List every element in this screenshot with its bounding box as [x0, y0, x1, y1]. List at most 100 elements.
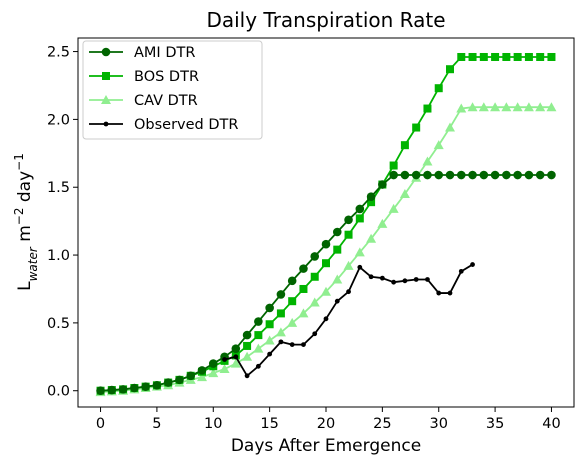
data-point-observed-dtr — [324, 316, 329, 321]
data-point-bos-dtr — [469, 53, 477, 61]
data-point-observed-dtr — [279, 339, 284, 344]
data-point-bos-dtr — [480, 53, 488, 61]
data-point-ami-dtr — [457, 171, 466, 180]
data-point-ami-dtr — [434, 171, 443, 180]
data-point-ami-dtr — [367, 192, 376, 201]
data-point-bos-dtr — [446, 65, 454, 73]
series-ami-dtr — [96, 171, 556, 395]
data-point-ami-dtr — [164, 378, 173, 387]
data-point-ami-dtr — [141, 382, 150, 391]
data-point-bos-dtr — [299, 285, 307, 293]
data-point-bos-dtr — [333, 246, 341, 254]
data-point-bos-dtr — [266, 320, 274, 328]
x-axis: 0 5 10 15 20 25 30 35 40 — [96, 407, 561, 432]
data-point-ami-dtr — [446, 171, 455, 180]
data-point-bos-dtr — [356, 214, 364, 222]
data-point-ami-dtr — [232, 344, 241, 353]
data-point-ami-dtr — [525, 171, 534, 180]
x-tick-label: 10 — [204, 416, 222, 432]
data-point-observed-dtr — [403, 278, 408, 283]
data-point-ami-dtr — [153, 381, 162, 390]
y-label-unit2: day — [15, 171, 35, 208]
data-point-ami-dtr — [356, 205, 365, 214]
data-point-observed-dtr — [267, 352, 272, 357]
data-point-ami-dtr — [186, 371, 195, 380]
data-point-observed-dtr — [335, 299, 340, 304]
data-point-cav-dtr — [220, 364, 230, 373]
data-point-cav-dtr — [253, 344, 263, 353]
data-point-cav-dtr — [242, 352, 252, 361]
data-point-bos-dtr — [311, 273, 319, 281]
data-point-ami-dtr — [322, 240, 331, 249]
data-point-ami-dtr — [412, 171, 421, 180]
y-tick-label: 0.0 — [47, 384, 70, 400]
data-point-ami-dtr — [299, 264, 308, 273]
data-point-bos-dtr — [525, 53, 533, 61]
x-tick-label: 5 — [152, 416, 161, 432]
data-point-observed-dtr — [256, 364, 261, 369]
legend-label: Observed DTR — [134, 117, 238, 133]
y-tick-label: 2.5 — [47, 45, 70, 61]
legend-marker — [104, 122, 109, 127]
y-label-unit1: m — [15, 225, 35, 247]
x-tick-label: 40 — [542, 416, 560, 432]
x-tick-label: 20 — [317, 416, 335, 432]
series-line-ami-dtr — [101, 175, 552, 391]
data-point-observed-dtr — [436, 291, 441, 296]
data-point-ami-dtr — [277, 290, 286, 299]
data-point-bos-dtr — [243, 342, 251, 350]
legend-marker — [102, 72, 110, 80]
legend-label: CAV DTR — [134, 93, 198, 109]
data-point-bos-dtr — [345, 231, 353, 239]
data-point-bos-dtr — [401, 141, 409, 149]
data-point-bos-dtr — [457, 53, 465, 61]
data-point-cav-dtr — [445, 123, 455, 132]
data-point-bos-dtr — [491, 53, 499, 61]
data-point-observed-dtr — [346, 289, 351, 294]
y-tick-label: 2.0 — [47, 112, 70, 128]
y-tick-label: 1.0 — [47, 248, 70, 264]
data-point-ami-dtr — [310, 252, 319, 261]
data-point-observed-dtr — [459, 269, 464, 274]
data-point-ami-dtr — [333, 228, 342, 237]
data-point-bos-dtr — [423, 105, 431, 113]
x-tick-label: 30 — [430, 416, 448, 432]
data-point-ami-dtr — [389, 171, 398, 180]
y-tick-label: 1.5 — [47, 180, 70, 196]
data-point-observed-dtr — [233, 354, 238, 359]
data-point-ami-dtr — [265, 304, 274, 313]
data-point-ami-dtr — [468, 171, 477, 180]
data-point-bos-dtr — [435, 84, 443, 92]
series-line-cav-dtr — [101, 107, 552, 392]
data-point-ami-dtr — [175, 376, 184, 385]
data-point-observed-dtr — [425, 277, 430, 282]
data-point-ami-dtr — [536, 171, 545, 180]
data-point-observed-dtr — [301, 342, 306, 347]
data-point-ami-dtr — [502, 171, 511, 180]
data-point-ami-dtr — [119, 385, 128, 394]
y-axis-label: Lwater m−2 day−1 — [12, 153, 40, 291]
data-point-observed-dtr — [245, 373, 250, 378]
data-point-observed-dtr — [380, 276, 385, 281]
data-point-bos-dtr — [277, 309, 285, 317]
data-point-ami-dtr — [108, 386, 117, 395]
data-point-observed-dtr — [470, 262, 475, 267]
data-point-ami-dtr — [513, 171, 522, 180]
data-point-bos-dtr — [547, 53, 555, 61]
data-point-observed-dtr — [290, 342, 295, 347]
data-point-ami-dtr — [288, 277, 297, 286]
x-tick-label: 25 — [373, 416, 391, 432]
data-point-bos-dtr — [514, 53, 522, 61]
x-tick-label: 35 — [486, 416, 504, 432]
x-tick-label: 0 — [96, 416, 105, 432]
data-point-ami-dtr — [423, 171, 432, 180]
data-point-observed-dtr — [369, 274, 374, 279]
data-point-cav-dtr — [265, 336, 275, 345]
data-point-bos-dtr — [288, 297, 296, 305]
data-point-ami-dtr — [243, 331, 252, 340]
data-point-ami-dtr — [254, 317, 263, 326]
data-point-ami-dtr — [344, 215, 353, 224]
data-point-ami-dtr — [547, 171, 556, 180]
data-point-ami-dtr — [401, 171, 410, 180]
